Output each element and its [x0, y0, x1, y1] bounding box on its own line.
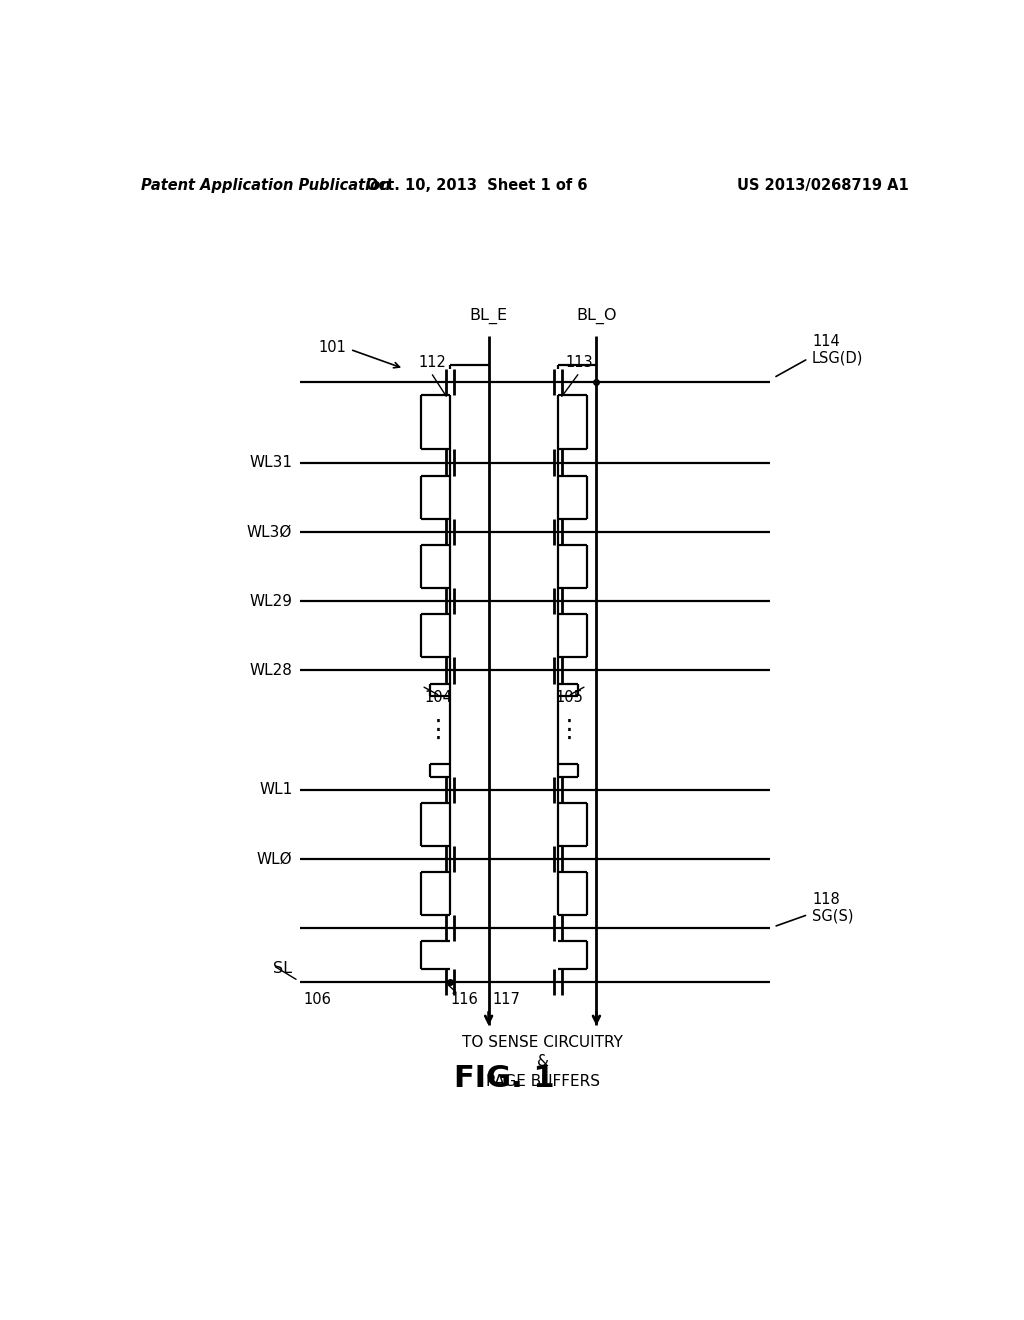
Text: WLØ: WLØ: [257, 851, 292, 867]
Text: FIG. 1: FIG. 1: [454, 1064, 554, 1093]
Text: LSG(D): LSG(D): [812, 351, 863, 366]
Text: SL: SL: [273, 961, 292, 975]
Text: 106: 106: [304, 991, 332, 1007]
Text: 118: 118: [812, 892, 840, 907]
Text: TO SENSE CIRCUITRY
&
PAGE BUFFERS: TO SENSE CIRCUITRY & PAGE BUFFERS: [462, 1035, 623, 1089]
Text: 112: 112: [419, 355, 446, 370]
Text: ⋮: ⋮: [557, 718, 582, 742]
Text: Patent Application Publication: Patent Application Publication: [140, 178, 390, 193]
Text: SG(S): SG(S): [812, 908, 854, 924]
Text: WL3Ø: WL3Ø: [247, 524, 292, 540]
Text: WL1: WL1: [259, 783, 292, 797]
Text: 116: 116: [451, 991, 478, 1007]
Text: ⋮: ⋮: [426, 718, 451, 742]
Text: WL28: WL28: [250, 663, 292, 678]
Text: 101: 101: [318, 339, 346, 355]
Text: 117: 117: [493, 991, 520, 1007]
Text: 105: 105: [555, 690, 584, 705]
Text: BL_E: BL_E: [470, 308, 508, 323]
Text: US 2013/0268719 A1: US 2013/0268719 A1: [736, 178, 908, 193]
Text: 104: 104: [425, 690, 453, 705]
Text: WL29: WL29: [249, 594, 292, 609]
Text: Oct. 10, 2013  Sheet 1 of 6: Oct. 10, 2013 Sheet 1 of 6: [367, 178, 588, 193]
Text: 114: 114: [812, 334, 840, 350]
Text: 113: 113: [565, 355, 593, 370]
Text: WL31: WL31: [249, 455, 292, 470]
Text: BL_O: BL_O: [577, 308, 616, 323]
